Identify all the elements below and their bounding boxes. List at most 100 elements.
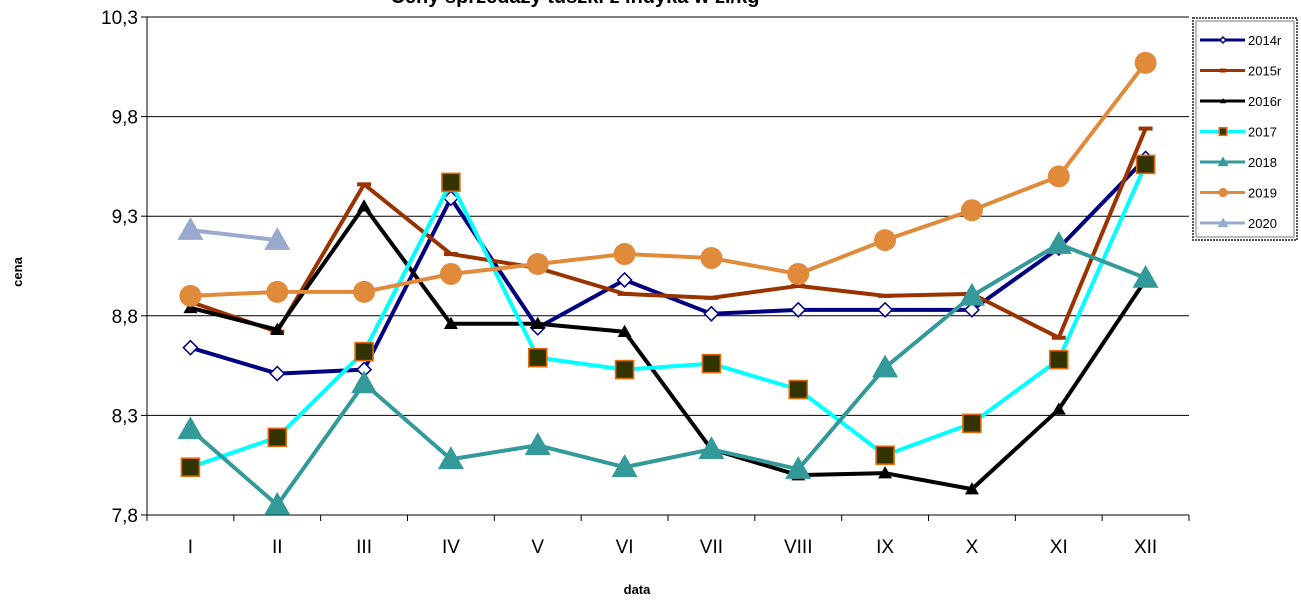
data-point [267,427,288,448]
data-point [703,305,720,322]
chart-title: Ceny sprzedaży tuszki z indyka w zł/kg [390,0,759,8]
legend-item-2015r: 2015r [1200,64,1282,79]
x-tick-label: IV [442,537,460,558]
data-point [357,182,372,187]
data-point [698,436,725,460]
data-point [1218,187,1228,198]
x-tick-label: VII [700,537,723,558]
data-point [177,217,204,240]
data-point [1051,402,1066,415]
y-axis-label: cena [10,256,25,286]
data-point [1217,156,1229,167]
series-line [189,127,1148,340]
data-point [1138,126,1153,131]
data-point [266,280,289,303]
data-point [354,341,374,362]
data-point [701,353,722,374]
x-tick-label: II [272,537,283,558]
data-point [443,316,458,330]
series-lines [177,51,1159,515]
series-2018 [177,231,1159,515]
data-point [1048,349,1069,370]
data-point [1217,217,1229,228]
data-point [614,359,635,380]
data-point [357,199,372,212]
axes [146,17,1189,516]
data-point [1135,154,1156,175]
data-point [875,445,895,466]
data-point [437,446,464,469]
data-point [441,172,461,193]
data-point [877,301,894,318]
legend: 2014r 2015r 2016r 2017 2018 2019 2020 [1192,17,1298,241]
series-line [189,157,1148,376]
series-2014r [182,150,1154,382]
legend-item-2018: 2018 [1200,155,1277,170]
x-tick-label: IX [876,537,894,558]
data-point [1045,231,1072,254]
data-point [530,316,545,330]
x-axis-ticks: I II III IV V VI VII VIII IX X XI XII [146,515,1190,558]
series-line [190,228,278,243]
data-point [179,284,202,307]
legend-label: 2014r [1248,33,1282,48]
data-point [1134,51,1157,74]
data-point [960,199,983,222]
data-point [700,247,723,270]
y-tick-label: 8,3 [112,406,138,427]
data-point [269,365,286,382]
data-point [270,322,285,335]
data-point [1220,98,1226,104]
data-point [177,416,204,440]
data-point [353,280,376,303]
x-tick-label: VI [616,537,634,558]
x-tick-label: XI [1050,537,1068,558]
data-point [183,300,198,314]
data-point [264,227,291,250]
data-point [526,253,549,276]
data-point [611,454,638,477]
data-point [1220,68,1226,73]
data-point [264,492,291,515]
data-point [791,283,806,288]
y-tick-label: 9,8 [112,108,138,129]
series-2015r [183,126,1153,340]
legend-item-2017: 2017 [1200,125,1277,140]
data-point [963,301,980,318]
data-point [1218,35,1228,45]
x-axis-label: data [624,582,652,597]
data-point [788,379,809,400]
data-point [785,456,812,479]
legend-label: 2020 [1248,216,1277,231]
data-point [790,301,807,318]
data-point [878,293,893,298]
y-tick-label: 9,3 [112,207,138,228]
legend-box [1192,17,1298,241]
series-2019 [179,51,1157,307]
data-point [1047,165,1070,188]
data-point [1132,264,1159,288]
x-tick-label: III [356,537,372,558]
data-point [1218,126,1228,137]
data-point [524,432,551,456]
data-point [704,295,719,300]
series-line [189,204,1148,492]
x-tick-label: VIII [784,537,813,558]
series-2020 [177,217,291,250]
legend-item-2019: 2019 [1200,186,1277,201]
data-point [527,347,548,368]
y-tick-label: 8,8 [112,307,138,328]
legend-inner-border [1195,20,1295,238]
legend-label: 2015r [1248,64,1282,79]
y-tick-label: 10,3 [101,8,138,29]
legend-item-2016r: 2016r [1200,94,1282,109]
data-point [180,457,201,477]
data-point [439,262,462,285]
data-point [964,482,979,495]
series-2017 [180,154,1156,477]
data-point [1051,335,1066,340]
data-point [962,413,982,434]
y-tick-label: 7,8 [112,506,138,527]
x-tick-label: XII [1134,537,1157,558]
